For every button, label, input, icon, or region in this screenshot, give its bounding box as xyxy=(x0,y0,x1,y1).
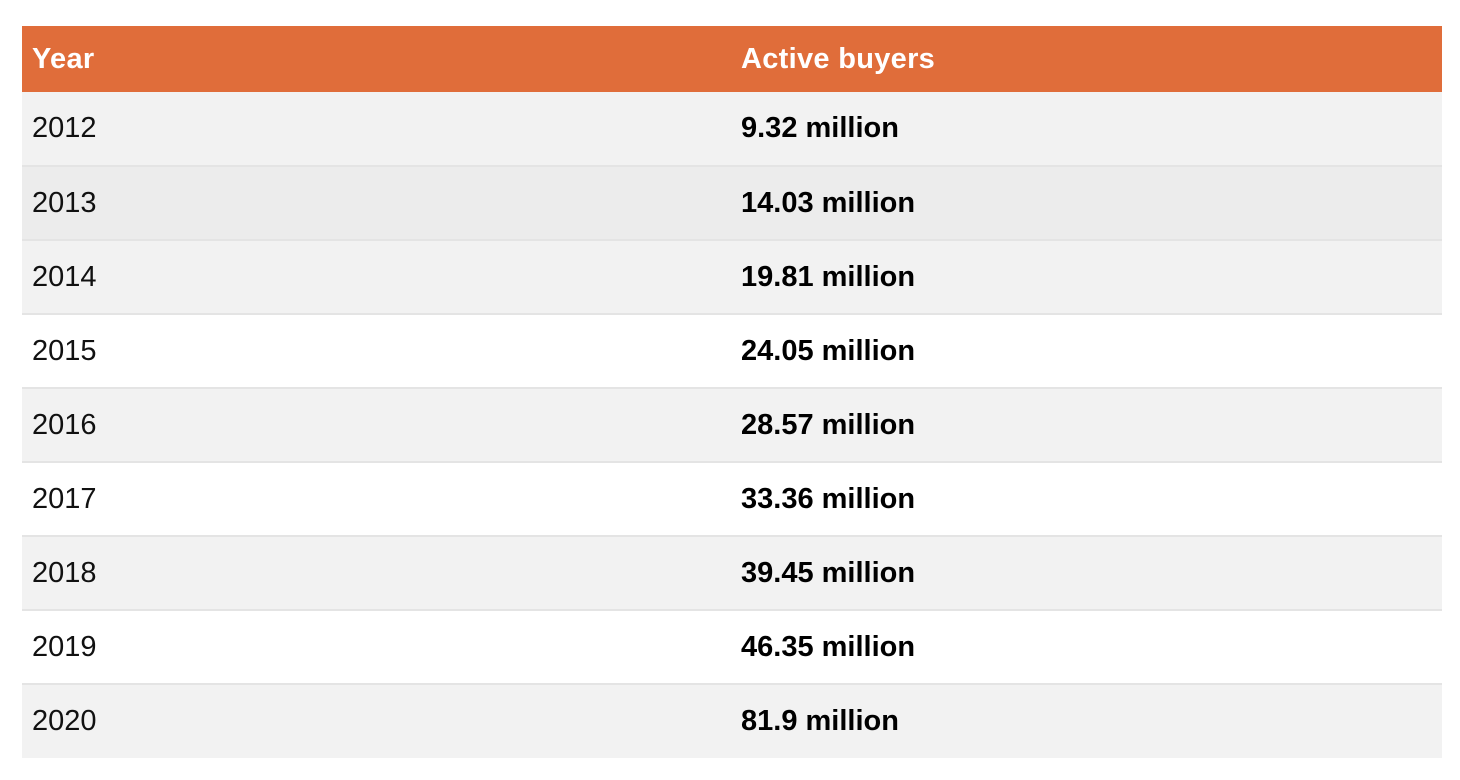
year-cell: 2014 xyxy=(32,260,97,293)
active-buyers-cell: 39.45 million xyxy=(741,556,916,589)
table-row: 2018 39.45 million xyxy=(22,536,1442,610)
year-cell: 2013 xyxy=(32,186,97,219)
active-buyers-cell: 19.81 million xyxy=(741,260,916,293)
table-header: Year Active buyers xyxy=(22,26,1442,92)
year-cell: 2016 xyxy=(32,408,97,441)
table-row: 2014 19.81 million xyxy=(22,240,1442,314)
table-row: 2020 81.9 million xyxy=(22,684,1442,758)
active-buyers-cell: 46.35 million xyxy=(741,630,916,663)
header-year: Year xyxy=(32,42,95,75)
table-row: 2013 14.03 million xyxy=(22,166,1442,240)
active-buyers-cell: 14.03 million xyxy=(741,186,916,219)
table-row: 2019 46.35 million xyxy=(22,610,1442,684)
header-row: Year Active buyers xyxy=(22,26,1442,92)
active-buyers-cell: 81.9 million xyxy=(741,705,899,737)
active-buyers-cell: 9.32 million xyxy=(741,112,899,144)
data-table-container: Year Active buyers 2012 9.32 million 2013 1… xyxy=(22,26,1442,758)
table-row: 2015 24.05 million xyxy=(22,314,1442,388)
table-row: 2017 33.36 million xyxy=(22,462,1442,536)
year-cell: 2020 xyxy=(32,705,97,737)
year-cell: 2019 xyxy=(32,630,97,663)
active-buyers-cell: 33.36 million xyxy=(741,482,916,515)
active-buyers-cell: 28.57 million xyxy=(741,408,916,441)
active-buyers-cell: 24.05 million xyxy=(741,334,916,367)
year-cell: 2018 xyxy=(32,556,97,589)
table-row: 2016 28.57 million xyxy=(22,388,1442,462)
year-cell: 2017 xyxy=(32,482,97,515)
year-cell: 2012 xyxy=(32,112,97,144)
year-cell: 2015 xyxy=(32,334,97,367)
table-row: 2012 9.32 million xyxy=(22,92,1442,166)
header-active-buyers: Active buyers xyxy=(741,42,936,75)
active-buyers-table: Year Active buyers 2012 9.32 million 2013 1… xyxy=(22,26,1442,758)
table-body: 2012 9.32 million 2013 14.03 million 2014 19.… xyxy=(22,92,1442,758)
